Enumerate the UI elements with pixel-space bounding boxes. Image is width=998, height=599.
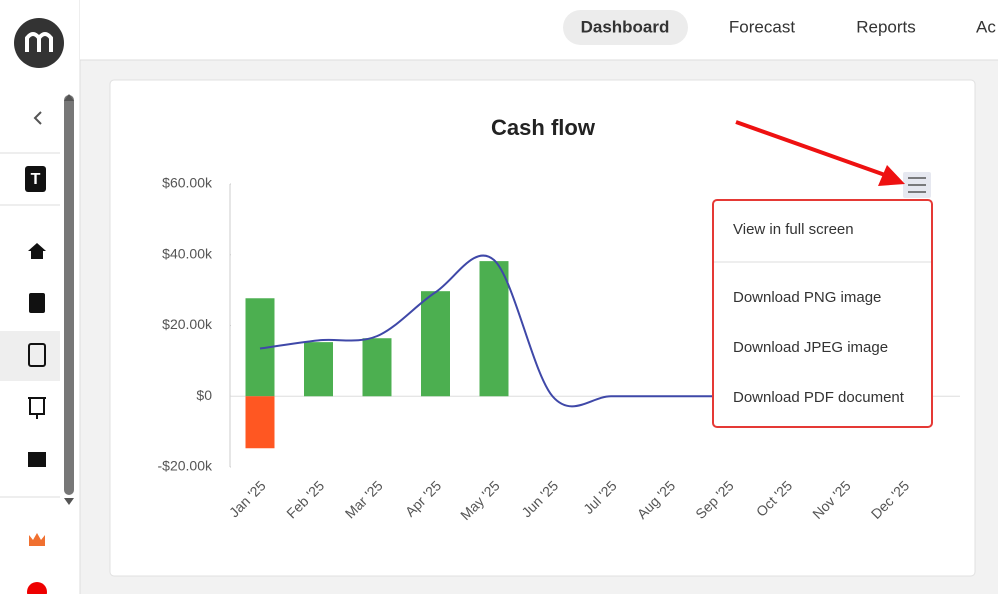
collapse-button[interactable] [33, 111, 42, 125]
presentation-icon[interactable] [28, 397, 46, 419]
home-icon[interactable] [28, 243, 46, 259]
top-bar [80, 0, 998, 60]
document-icon[interactable] [29, 293, 45, 313]
workspace-icon[interactable] [25, 166, 46, 192]
clipboard-icon[interactable] [28, 343, 46, 367]
nav-tab[interactable]: Reports [856, 17, 916, 36]
y-tick-label: $40.00k [162, 245, 213, 261]
annotation-arrow [735, 120, 886, 177]
y-tick-label: $20.00k [162, 316, 213, 332]
nav-tab[interactable]: Forecast [729, 17, 795, 36]
scrollbar[interactable] [64, 95, 74, 495]
chart-title: Cash flow [491, 115, 596, 140]
menu-item[interactable]: Download JPEG image [733, 339, 888, 356]
active-tab [563, 10, 688, 45]
menu-item[interactable]: View in full screen [733, 221, 854, 238]
logo-mark [25, 32, 53, 52]
bar [479, 261, 509, 397]
workspace-letter: T [31, 171, 41, 188]
bar [421, 291, 450, 397]
board-icon[interactable] [28, 452, 46, 467]
bar [362, 338, 392, 397]
y-tick-label: -$20.00k [158, 458, 213, 474]
y-tick-label: $0 [196, 387, 212, 403]
menu-item[interactable]: Download PDF document [733, 389, 905, 406]
menu-item[interactable]: Download PNG image [733, 289, 881, 306]
context-menu [712, 199, 933, 428]
annotation-arrowhead [878, 165, 905, 186]
nav-tab[interactable]: Dashboard [581, 17, 670, 36]
y-tick-label: $60.00k [162, 175, 213, 191]
nav-tab[interactable]: Ac [976, 17, 996, 36]
bar [304, 342, 333, 397]
bar [245, 396, 275, 449]
crown-icon[interactable] [29, 533, 45, 546]
